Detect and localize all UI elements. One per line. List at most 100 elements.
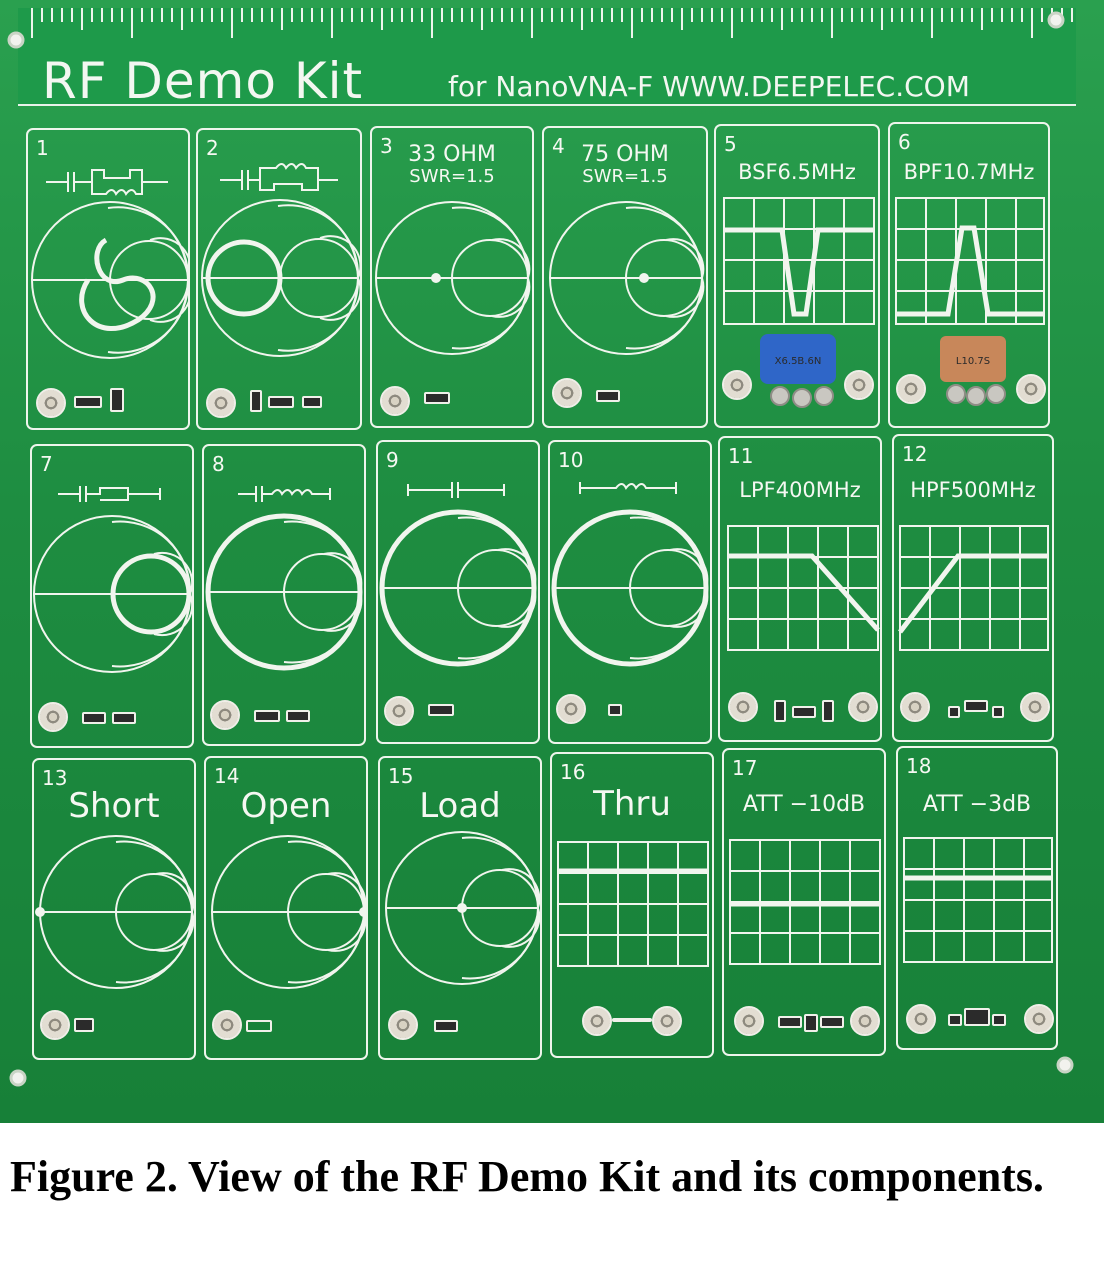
panel-3-graphic <box>375 201 531 355</box>
sma-connector <box>1020 692 1050 722</box>
sma-connector <box>384 696 414 726</box>
panel-number: 8 <box>212 452 225 476</box>
panel-number: 7 <box>40 452 53 476</box>
panel-4-graphic <box>549 201 705 355</box>
panel-15-graphic <box>385 831 540 985</box>
mount-hole <box>7 31 25 49</box>
sma-connector <box>900 692 930 722</box>
panel-label: Load <box>419 786 501 826</box>
smd-component <box>110 388 124 412</box>
panel-2: 2 <box>196 128 362 430</box>
panel-label: 33 OHM SWR=1.5 <box>372 144 532 188</box>
panel-12-graphic <box>898 525 1049 651</box>
ruler-strip <box>18 8 1076 106</box>
panel-label: Thru <box>593 784 671 824</box>
sma-connector <box>380 386 410 416</box>
impedance-trace <box>551 509 709 667</box>
sma-connector <box>844 370 874 400</box>
impedance-point <box>359 907 366 917</box>
smd-component <box>964 700 988 712</box>
panel-number: 4 <box>552 134 565 158</box>
response-trace <box>728 553 880 632</box>
pin <box>770 386 790 406</box>
panel-9-graphic <box>379 482 537 667</box>
filter-marking: L10.7S <box>955 356 991 367</box>
smd-component <box>804 1014 818 1032</box>
pin <box>814 386 834 406</box>
panel-5: 5 BSF6.5MHz X6.5B.6N <box>714 124 880 428</box>
panel-number: 10 <box>558 448 584 472</box>
panel-number: 13 <box>42 766 68 790</box>
panel-14-graphic <box>211 835 366 989</box>
panel-label: BSF6.5MHz <box>738 160 856 184</box>
smd-component <box>964 1008 990 1026</box>
sma-connector <box>728 692 758 722</box>
schematic-symbol <box>58 486 161 502</box>
smd-component <box>820 1016 844 1028</box>
smd-component <box>778 1016 802 1028</box>
schematic-symbol <box>579 482 677 494</box>
schematic-symbol <box>46 169 168 196</box>
impedance-trace <box>205 513 363 671</box>
panel-17-graphic <box>729 839 881 965</box>
pin <box>986 384 1006 404</box>
sma-connector <box>582 1006 612 1036</box>
panel-11-graphic <box>727 525 880 651</box>
panel-18: 18 ATT −3dB <box>896 746 1058 1050</box>
sma-connector <box>552 378 582 408</box>
response-trace <box>724 227 874 317</box>
panel-label: HPF500MHz <box>910 478 1036 502</box>
panel-7-graphic <box>33 486 192 673</box>
impedance-point <box>35 907 45 917</box>
panel-14: 14 Open <box>204 756 368 1060</box>
sma-connector <box>722 370 752 400</box>
smd-component <box>822 700 834 722</box>
panel-10: 10 <box>548 440 712 744</box>
panel-15: 15 Load <box>378 756 542 1060</box>
response-trace <box>898 553 1048 634</box>
sma-connector <box>38 702 68 732</box>
panel-5-graphic <box>723 197 875 325</box>
panel-number: 9 <box>386 448 399 472</box>
mount-hole <box>9 1069 27 1087</box>
mount-hole <box>1047 11 1065 29</box>
panel-1-graphic <box>31 169 188 359</box>
sma-connector <box>734 1006 764 1036</box>
ruler-ticks <box>31 8 1073 38</box>
crystal-marking: X6.5B.6N <box>774 356 822 367</box>
panel-number: 16 <box>560 760 586 784</box>
ceramic-filter: L10.7S <box>940 336 1006 382</box>
impedance-trace <box>79 237 156 332</box>
panel-label-main: 75 OHM <box>581 142 669 167</box>
smd-component <box>428 704 454 716</box>
smd-component <box>112 712 136 724</box>
panel-6-graphic <box>895 197 1045 325</box>
sma-connector <box>556 694 586 724</box>
impedance-trace <box>205 239 283 317</box>
panel-8-graphic <box>205 486 363 671</box>
pcb-board: RF Demo Kit for NanoVNA-F WWW.DEEPELEC.C… <box>0 0 1104 1123</box>
panel-number: 15 <box>388 764 414 788</box>
impedance-point <box>431 273 441 283</box>
impedance-point <box>457 903 467 913</box>
thru-trace <box>612 1018 652 1022</box>
sma-connector <box>906 1004 936 1034</box>
panel-label: Open <box>240 786 332 826</box>
smd-component <box>254 710 280 722</box>
sma-connector <box>36 388 66 418</box>
panel-label: LPF400MHz <box>739 478 861 502</box>
impedance-trace <box>110 553 192 635</box>
panel-number: 1 <box>36 136 49 160</box>
sma-connector <box>206 388 236 418</box>
open-trace <box>246 1020 272 1032</box>
panel-number: 6 <box>898 130 911 154</box>
smd-component <box>992 1014 1006 1026</box>
panel-3: 3 33 OHM SWR=1.5 <box>370 126 534 428</box>
sma-connector <box>212 1010 242 1040</box>
sma-connector <box>388 1010 418 1040</box>
panel-8: 8 <box>202 444 366 746</box>
panel-label: ATT −10dB <box>742 792 866 817</box>
smd-component <box>286 710 310 722</box>
sma-connector <box>40 1010 70 1040</box>
sma-connector <box>1016 374 1046 404</box>
